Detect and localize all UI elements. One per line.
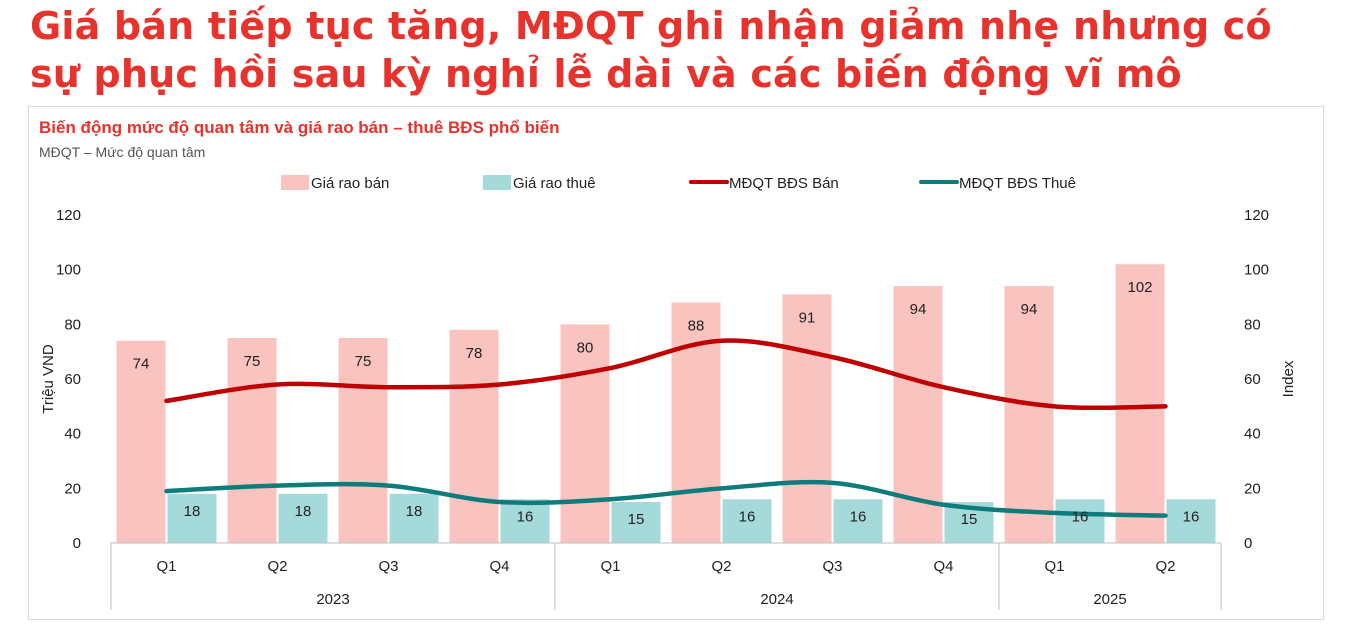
- y-tick-left: 80: [64, 316, 81, 333]
- legend-rent-price-label: Giá rao thuê: [513, 175, 596, 192]
- line-rent-interest: [164, 479, 1168, 518]
- data-label-sale: 75: [244, 353, 261, 370]
- data-label-rent: 18: [184, 503, 201, 520]
- x-tick-quarter: Q3: [378, 558, 398, 575]
- bar-rent-price: [278, 493, 328, 543]
- y-tick-right: 0: [1244, 535, 1252, 552]
- data-label-rent: 16: [850, 508, 867, 525]
- data-label-rent: 16: [517, 508, 534, 525]
- data-label-rent: 15: [961, 511, 978, 528]
- y-tick-left: 100: [56, 262, 81, 279]
- data-label-sale: 78: [466, 345, 483, 362]
- bar-sale-price: [116, 340, 166, 543]
- bar-rent-price: [722, 499, 772, 543]
- y-axis-title: Triệu VND: [40, 344, 57, 414]
- bar-rent-price: [389, 493, 439, 543]
- bar-sale-price: [227, 338, 277, 543]
- x-tick-quarter: Q2: [711, 558, 731, 575]
- y2-axis-title: Index: [1280, 360, 1297, 397]
- data-label-rent: 18: [295, 503, 312, 520]
- data-label-sale: 94: [910, 301, 927, 318]
- y-tick-left: 120: [56, 207, 81, 224]
- legend-rent-price-swatch: [483, 175, 511, 190]
- bar-sale-price: [338, 338, 388, 543]
- bar-sale-price: [1115, 264, 1165, 543]
- y-tick-left: 0: [73, 535, 81, 552]
- legend-sale-interest-label: MĐQT BĐS Bán: [729, 175, 839, 192]
- line-sale-interest: [164, 338, 1168, 410]
- y-tick-right: 100: [1244, 262, 1269, 279]
- y-tick-right: 40: [1244, 426, 1261, 443]
- x-tick-year: 2025: [1093, 591, 1126, 608]
- bar-sale-price: [1004, 286, 1054, 543]
- legend-rent-interest-label: MĐQT BĐS Thuê: [959, 175, 1076, 192]
- page-headline: Giá bán tiếp tục tăng, MĐQT ghi nhận giả…: [30, 4, 1272, 96]
- bar-sale-price: [671, 302, 721, 543]
- data-label-rent: 16: [739, 508, 756, 525]
- x-tick-year: 2024: [760, 591, 793, 608]
- y-tick-left: 60: [64, 371, 81, 388]
- data-label-sale: 94: [1021, 301, 1038, 318]
- bar-sale-price: [560, 324, 610, 543]
- y-tick-right: 60: [1244, 371, 1261, 388]
- y-tick-left: 40: [64, 426, 81, 443]
- bar-rent-price: [1166, 499, 1216, 543]
- bar-sale-price: [782, 294, 832, 543]
- data-label-rent: 18: [406, 503, 423, 520]
- bar-rent-price: [833, 499, 883, 543]
- data-label-sale: 75: [355, 353, 372, 370]
- data-label-sale: 80: [577, 339, 594, 356]
- y-tick-right: 20: [1244, 480, 1261, 497]
- x-tick-quarter: Q1: [156, 558, 176, 575]
- x-tick-year: 2023: [316, 591, 349, 608]
- data-label-sale: 91: [799, 309, 816, 326]
- legend-sale-price-label: Giá rao bán: [311, 175, 389, 192]
- data-label-sale: 88: [688, 317, 705, 334]
- x-tick-quarter: Q2: [1155, 558, 1175, 575]
- bar-sale-price: [449, 329, 499, 543]
- x-tick-quarter: Q4: [489, 558, 509, 575]
- x-tick-quarter: Q4: [933, 558, 953, 575]
- data-label-sale: 102: [1127, 279, 1152, 296]
- data-label-rent: 15: [628, 511, 645, 528]
- bar-rent-price: [500, 499, 550, 543]
- chart-title: Biến động mức độ quan tâm và giá rao bán…: [39, 118, 559, 137]
- bar-rent-price: [167, 493, 217, 543]
- y-tick-right: 80: [1244, 316, 1261, 333]
- x-tick-quarter: Q3: [822, 558, 842, 575]
- y-tick-left: 20: [64, 480, 81, 497]
- x-tick-quarter: Q2: [267, 558, 287, 575]
- x-tick-quarter: Q1: [1044, 558, 1064, 575]
- chart-frame: Biến động mức độ quan tâm và giá rao bán…: [28, 106, 1324, 620]
- bar-rent-price: [1055, 499, 1105, 543]
- bar-rent-price: [611, 502, 661, 543]
- legend-sale-price-swatch: [281, 175, 309, 190]
- data-label-rent: 16: [1072, 508, 1089, 525]
- data-label-rent: 16: [1183, 508, 1200, 525]
- y-tick-right: 120: [1244, 207, 1269, 224]
- combo-chart: Biến động mức độ quan tâm và giá rao bán…: [39, 118, 1297, 610]
- chart-subtitle: MĐQT – Mức độ quan tâm: [39, 144, 205, 160]
- x-tick-quarter: Q1: [600, 558, 620, 575]
- data-label-sale: 74: [133, 356, 150, 373]
